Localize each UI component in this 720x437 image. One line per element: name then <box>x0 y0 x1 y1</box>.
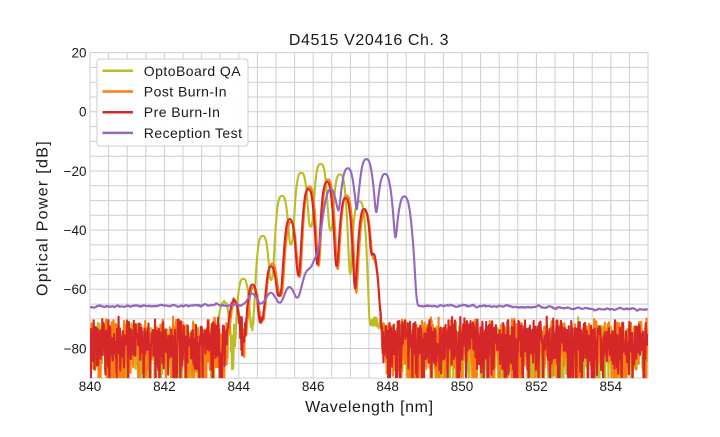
svg-text:Pre Burn-In: Pre Burn-In <box>144 104 221 120</box>
svg-text:850: 850 <box>451 379 474 394</box>
svg-text:Optical Power [dB]: Optical Power [dB] <box>35 140 52 296</box>
svg-text:Post Burn-In: Post Burn-In <box>144 84 227 100</box>
svg-text:842: 842 <box>153 379 176 394</box>
svg-text:20: 20 <box>71 45 86 60</box>
svg-text:840: 840 <box>79 379 102 394</box>
svg-text:−60: −60 <box>64 282 87 297</box>
svg-text:Reception Test: Reception Test <box>144 125 243 141</box>
svg-text:D4515 V20416 Ch. 3: D4515 V20416 Ch. 3 <box>289 32 449 49</box>
svg-text:−20: −20 <box>64 164 87 179</box>
svg-text:852: 852 <box>525 379 548 394</box>
svg-text:OptoBoard QA: OptoBoard QA <box>144 63 241 79</box>
svg-text:854: 854 <box>600 379 623 394</box>
svg-text:−40: −40 <box>64 223 87 238</box>
svg-text:0: 0 <box>79 105 87 120</box>
svg-text:Wavelength [nm]: Wavelength [nm] <box>305 399 433 416</box>
svg-text:844: 844 <box>228 379 251 394</box>
svg-text:846: 846 <box>302 379 325 394</box>
svg-text:−80: −80 <box>64 341 87 356</box>
svg-text:848: 848 <box>376 379 399 394</box>
